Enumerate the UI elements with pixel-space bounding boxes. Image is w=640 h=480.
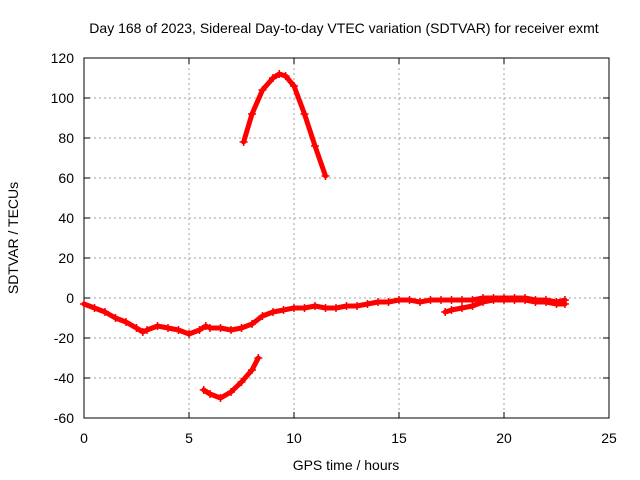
data-point [300,304,309,312]
series-secondary-trace [441,296,569,316]
data-point [279,306,288,314]
data-point [101,308,109,316]
data-point [281,72,290,80]
chart-title: Day 168 of 2023, Sidereal Day-to-day VTE… [89,20,598,36]
data-point [258,86,267,94]
data-point [248,110,256,118]
y-tick-label: -60 [54,410,74,426]
data-point [426,296,435,304]
series-lower-branch [199,354,263,402]
data-point [458,296,466,304]
x-tick-label: 10 [286,430,302,446]
data-point [489,296,498,304]
data-point [138,328,147,336]
axis-ticks: 0 5 10 15 20 25 -60 -40 -20 0 20 40 60 80 100 120 [51,50,617,446]
x-tick-label: 20 [496,430,512,446]
data-point [332,304,340,312]
series-line [241,71,328,179]
x-tick-label: 5 [185,430,193,446]
data-point [441,308,450,316]
data-point [237,324,246,332]
data-series [80,70,569,402]
data-point [311,142,319,150]
data-point [552,300,561,308]
data-point [132,324,141,332]
data-point [321,304,330,312]
data-point [254,354,263,362]
data-point [290,82,298,90]
data-point [275,70,284,78]
data-point [560,300,569,308]
data-point [395,296,403,304]
data-point [342,302,351,310]
x-axis-label: GPS time / hours [293,457,400,473]
data-point [164,324,172,332]
plot-frame [83,57,610,419]
data-point [531,298,540,306]
data-point [237,378,246,386]
data-point [416,298,424,306]
data-point [479,298,487,306]
y-tick-label: 100 [51,90,75,106]
data-point [290,304,298,312]
y-tick-label: 120 [51,50,75,66]
data-point [500,296,508,304]
y-axis-label: SDTVAR / TECUs [5,182,21,294]
data-point [521,296,529,304]
data-point [311,302,319,310]
data-point [227,388,235,396]
data-point [195,326,204,334]
data-point [374,298,382,306]
series-arc [239,70,330,180]
data-point [353,302,361,310]
data-point [269,74,277,82]
data-point [258,312,267,320]
data-point [206,390,214,398]
data-point [363,300,372,308]
data-point [122,318,130,326]
data-point [111,314,120,322]
data-point [384,298,393,306]
data-point [80,300,88,308]
data-point [153,322,162,330]
data-point [239,138,248,146]
y-tick-label: -20 [54,330,74,346]
data-point [185,330,193,338]
data-point [468,302,477,310]
data-point [437,296,445,304]
data-point [206,324,214,332]
y-tick-label: 60 [58,170,74,186]
data-point [300,110,309,118]
data-point [216,394,225,402]
x-tick-label: 0 [80,430,88,446]
data-point [458,304,466,312]
data-point [227,326,235,334]
y-tick-label: 0 [66,290,74,306]
y-tick-label: 80 [58,130,74,146]
data-point [143,326,151,334]
data-point [321,172,330,180]
grid [84,58,609,418]
data-point [447,306,456,314]
data-point [405,296,414,304]
data-point [510,296,519,304]
data-point [248,320,256,328]
y-tick-label: 20 [58,250,74,266]
data-point [447,296,456,304]
data-point [90,304,99,312]
x-tick-label: 25 [601,430,617,446]
data-point [542,298,550,306]
y-tick-label: 40 [58,210,74,226]
data-point [199,386,208,394]
data-point [248,366,256,374]
x-tick-label: 15 [391,430,407,446]
data-point [269,308,277,316]
data-point [174,326,183,334]
data-point [201,322,210,330]
y-tick-label: -40 [54,370,74,386]
data-point [216,324,225,332]
